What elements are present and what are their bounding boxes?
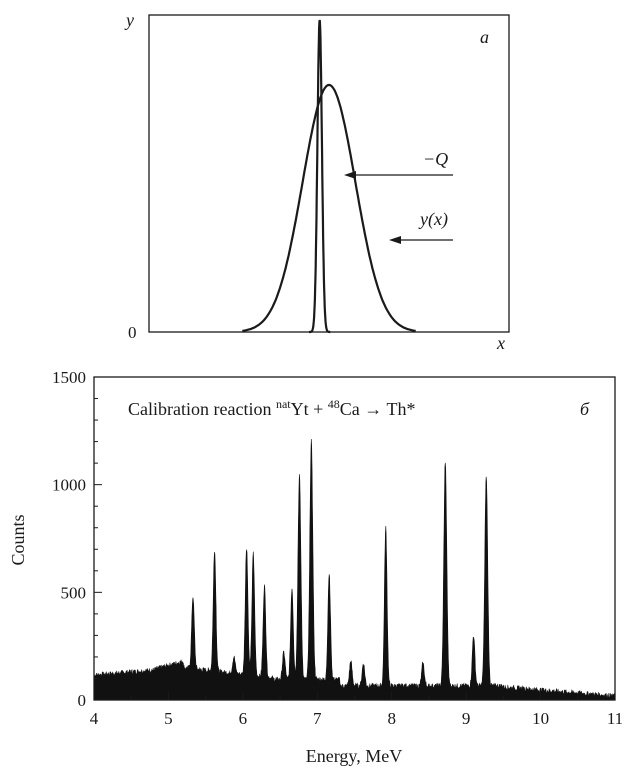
panel-b-axes: 4 5 6 7 8 9 10 11 0 500 1000 1500 [52,368,623,728]
title-sup-nat: nat [276,397,291,411]
x-tick-label-6: 6 [239,709,248,728]
panel-a: a y 0 x −Q y(x) [124,10,510,353]
y-tick-label-1000: 1000 [52,476,86,495]
x-tick-label-7: 7 [313,709,322,728]
panel-a-label: a [480,27,489,47]
panel-b-title: Calibration reaction natYt + 48Ca → Th* [128,397,415,419]
x-tick-label-5: 5 [164,709,173,728]
broad-curve [242,83,416,332]
y-tick-label-0: 0 [78,691,87,710]
title-yt: Yt + [291,399,328,419]
title-ca-th: Ca → Th* [340,399,416,419]
x-tick-label-11: 11 [607,709,623,728]
x-tick-label-4: 4 [90,709,99,728]
y-tick-label-500: 500 [61,583,87,602]
panel-b-ylabel: Counts [8,514,28,565]
panel-b-xlabel: Energy, MeV [306,746,402,766]
panel-a-frame [148,14,510,333]
title-prefix: Calibration reaction [128,399,276,419]
panel-a-xlabel: x [496,333,505,353]
spectrum-area [93,438,616,701]
narrow-peak [309,19,331,334]
arrow-yx-head [389,236,401,244]
panel-b-frame [93,376,616,701]
y-tick-label-1500: 1500 [52,368,86,387]
annotation-q: −Q [423,149,448,169]
x-tick-label-9: 9 [462,709,471,728]
title-sup-48: 48 [328,397,340,411]
arrow-q-head [344,171,356,179]
x-tick-label-8: 8 [387,709,396,728]
panel-a-ylabel: y [124,10,134,30]
panel-b-label: б [580,399,590,419]
annotation-yx: y(x) [418,209,448,230]
x-tick-label-10: 10 [532,709,549,728]
panel-b: 4 5 6 7 8 9 10 11 0 500 1000 1500 Calibration react… [8,368,623,766]
panel-a-ytick-0: 0 [128,323,137,342]
